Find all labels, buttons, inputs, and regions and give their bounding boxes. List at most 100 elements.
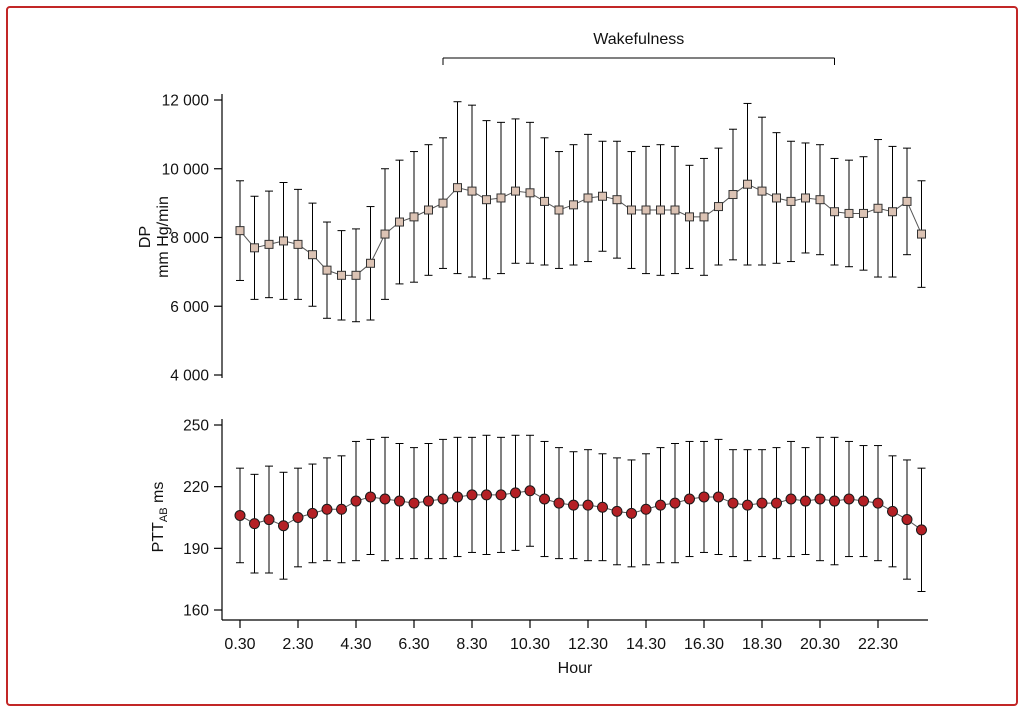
- square-marker: [264, 239, 274, 249]
- square-marker: [917, 229, 926, 239]
- circle-marker: [727, 497, 739, 509]
- x-tick-label: 16.30: [684, 636, 724, 653]
- circle-marker: [408, 497, 420, 509]
- circle-marker: [771, 497, 782, 509]
- circle-marker: [321, 503, 333, 515]
- circle-marker: [553, 497, 565, 509]
- x-tick-label: 2.30: [282, 636, 313, 653]
- square-marker: [714, 202, 723, 212]
- circle-marker: [814, 493, 826, 505]
- square-marker: [235, 226, 245, 236]
- x-axis: 0.30 2.30 4.30 6.30 8.30 10.30 12.30 14.30 16.30…: [222, 619, 928, 677]
- square-marker: [279, 236, 288, 246]
- y-tick-label: 4 000: [170, 368, 209, 385]
- square-marker: [743, 179, 752, 189]
- square-marker: [815, 195, 825, 205]
- circle-marker: [916, 524, 927, 536]
- y-tick-label: 6 000: [170, 299, 209, 316]
- square-marker: [540, 196, 549, 206]
- circle-marker: [263, 514, 275, 526]
- circle-marker: [611, 505, 623, 517]
- circle-marker: [278, 520, 289, 532]
- square-marker: [308, 250, 317, 260]
- x-tick-label: 20.30: [800, 636, 840, 653]
- circle-marker: [539, 493, 550, 505]
- x-tick-label: 18.30: [742, 636, 782, 653]
- circle-marker: [698, 491, 710, 503]
- square-marker: [438, 198, 448, 208]
- square-marker: [873, 203, 883, 213]
- square-marker: [351, 270, 361, 280]
- circle-marker: [829, 495, 840, 507]
- circle-marker: [379, 493, 391, 505]
- circle-marker: [582, 499, 594, 511]
- circle-marker: [887, 505, 898, 517]
- panel-ptt: 160 190 220 250 PTTAB ms: [150, 418, 927, 620]
- x-tick-label: 10.30: [510, 636, 550, 653]
- circle-marker: [655, 499, 666, 511]
- y-tick-label: 8 000: [170, 230, 209, 247]
- square-marker: [612, 195, 622, 205]
- square-marker: [859, 208, 868, 218]
- square-marker: [801, 193, 810, 203]
- circle-marker: [626, 507, 637, 519]
- circle-marker: [872, 497, 884, 509]
- square-marker: [467, 186, 477, 196]
- square-marker: [728, 190, 738, 200]
- circle-marker: [350, 495, 362, 507]
- square-marker: [409, 212, 419, 222]
- series-markers: [234, 485, 927, 536]
- circle-marker: [292, 512, 304, 523]
- x-tick-label: 6.30: [398, 636, 429, 653]
- square-marker: [525, 188, 535, 198]
- circle-marker: [785, 493, 797, 505]
- y-tick-label: 12 000: [162, 93, 210, 110]
- square-marker: [685, 212, 694, 222]
- square-marker: [830, 207, 839, 217]
- circle-marker: [597, 501, 608, 513]
- circle-marker: [466, 489, 478, 501]
- circle-marker: [510, 487, 521, 499]
- circle-marker: [481, 489, 492, 501]
- circle-marker: [437, 493, 449, 505]
- square-marker: [757, 186, 767, 196]
- circle-marker: [394, 495, 405, 507]
- circle-marker: [307, 507, 318, 519]
- square-marker: [395, 217, 404, 227]
- circle-marker: [843, 493, 855, 505]
- square-marker: [496, 193, 506, 203]
- square-marker: [670, 205, 680, 215]
- x-tick-label: 8.30: [456, 636, 487, 653]
- square-marker: [844, 208, 854, 218]
- wakefulness-annotation: Wakefulness: [442, 31, 835, 65]
- square-marker: [337, 270, 346, 280]
- x-tick-label: 12.30: [568, 636, 608, 653]
- circle-marker: [234, 509, 246, 521]
- x-tick-label: 22.30: [858, 636, 898, 653]
- square-marker: [902, 196, 912, 206]
- square-marker: [250, 243, 259, 253]
- circle-marker: [249, 518, 260, 530]
- circle-marker: [713, 491, 724, 503]
- circle-marker: [756, 497, 768, 509]
- square-marker: [569, 200, 578, 210]
- circle-marker: [858, 495, 869, 507]
- square-marker: [786, 196, 796, 206]
- square-marker: [888, 207, 897, 217]
- circle-marker: [365, 491, 376, 503]
- x-tick-label: 0.30: [224, 636, 255, 653]
- y-tick-label: 160: [183, 603, 209, 620]
- y-axis-title-dp: mm Hg/min: [155, 196, 172, 278]
- square-marker: [424, 205, 433, 215]
- square-marker: [366, 258, 375, 268]
- square-marker: [511, 186, 520, 196]
- circle-marker: [568, 499, 579, 511]
- circle-marker: [336, 503, 347, 515]
- circle-marker: [423, 495, 434, 507]
- x-tick-label: 14.30: [626, 636, 666, 653]
- circle-marker: [669, 497, 681, 509]
- x-axis-title: Hour: [558, 660, 593, 677]
- y-tick-label: 10 000: [162, 161, 210, 178]
- circle-marker: [495, 489, 507, 501]
